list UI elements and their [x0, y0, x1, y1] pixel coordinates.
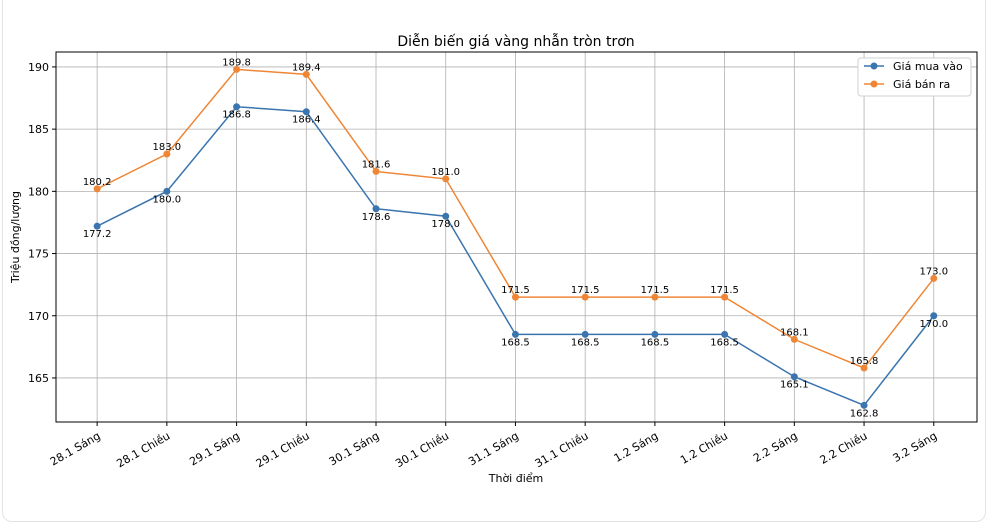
data-label: 170.0 [919, 319, 948, 330]
axes: 28.1 Sáng 28.1 Chiều 29.1 Sáng 29.1 Chiều 30… [28, 51, 978, 470]
data-label: 168.5 [501, 337, 530, 348]
data-point [93, 222, 101, 230]
data-point [930, 312, 938, 320]
data-point [930, 274, 938, 282]
data-point [651, 293, 659, 301]
data-label: 168.1 [780, 327, 809, 338]
x-tick-label: 31.1 Sáng [466, 429, 521, 468]
x-tick-label: 1.2 Sáng [612, 429, 661, 465]
data-label: 171.5 [501, 285, 530, 296]
legend-label-mua: Giá mua vào [893, 60, 963, 73]
data-point [302, 70, 310, 78]
x-tick-label: 29.1 Sáng [187, 429, 242, 468]
y-tick-label: 175 [28, 248, 49, 261]
x-tick-label: 30.1 Chiều [393, 429, 451, 470]
data-label: 186.8 [222, 110, 251, 121]
chart-title: Diễn biến giá vàng nhẫn tròn trơn [397, 33, 634, 50]
data-point [790, 373, 798, 381]
data-point [442, 212, 450, 220]
data-label: 173.0 [919, 266, 948, 277]
data-label: 165.1 [780, 380, 809, 391]
data-label: 171.5 [641, 285, 670, 296]
data-label: 168.5 [641, 337, 670, 348]
data-point [581, 293, 589, 301]
data-point [372, 205, 380, 213]
data-label: 162.8 [850, 408, 879, 419]
legend-marker-ban [870, 80, 878, 88]
data-label: 168.5 [571, 337, 600, 348]
data-point [511, 330, 519, 338]
data-label: 180.2 [83, 177, 112, 188]
plot-frame [55, 51, 978, 423]
data-point [372, 167, 380, 175]
data-label: 178.0 [431, 219, 460, 230]
y-tick-label: 170 [28, 310, 49, 323]
data-point [93, 185, 101, 193]
data-label: 181.0 [431, 167, 460, 178]
data-label: 189.4 [292, 62, 321, 73]
legend-label-ban: Giá bán ra [893, 78, 950, 91]
data-point [860, 364, 868, 372]
legend-marker-mua [870, 62, 878, 70]
data-point [790, 335, 798, 343]
data-point [721, 293, 729, 301]
y-axis-label: Triệu đồng/lượng [9, 191, 22, 284]
series-layer: 177.2 180.0 186.8 186.4 178.6 178.0 168.5 168.5… [83, 57, 948, 419]
data-point [233, 65, 241, 73]
data-point [163, 150, 171, 158]
x-tick-label: 1.2 Chiều [678, 429, 730, 466]
data-point [511, 293, 519, 301]
x-tick-label: 30.1 Sáng [327, 429, 382, 468]
data-label: 181.6 [362, 159, 391, 170]
x-tick-label: 28.1 Sáng [48, 429, 103, 468]
data-label: 171.5 [571, 285, 600, 296]
data-label: 171.5 [710, 285, 739, 296]
x-axis-label: Thời điểm [488, 472, 544, 485]
x-tick-label: 29.1 Chiều [254, 429, 312, 470]
x-tick-label: 28.1 Chiều [114, 429, 172, 470]
grid [56, 52, 977, 422]
y-tick-label: 190 [28, 61, 49, 74]
data-label: 186.4 [292, 115, 321, 126]
data-label: 189.8 [222, 57, 251, 68]
data-point [581, 330, 589, 338]
data-point [651, 330, 659, 338]
data-point [860, 401, 868, 409]
y-tick-label: 185 [28, 123, 49, 136]
data-label: 183.0 [153, 142, 182, 153]
y-tick-label: 165 [28, 372, 49, 385]
data-point [163, 187, 171, 195]
x-tick-label: 3.2 Sáng [891, 429, 940, 465]
data-label: 165.8 [850, 356, 879, 367]
data-point [233, 103, 241, 111]
data-label: 178.6 [362, 212, 391, 223]
data-label: 168.5 [710, 337, 739, 348]
x-tick-label: 2.2 Sáng [751, 429, 800, 465]
data-point [442, 175, 450, 183]
x-tick-label: 2.2 Chiều [818, 429, 870, 466]
data-point [302, 108, 310, 116]
data-label: 177.2 [83, 229, 112, 240]
data-point [721, 330, 729, 338]
x-tick-label: 31.1 Chiều [533, 429, 591, 470]
legend: Giá mua vào Giá bán ra [857, 57, 972, 97]
y-tick-label: 180 [28, 185, 49, 198]
data-label: 180.0 [153, 194, 182, 205]
